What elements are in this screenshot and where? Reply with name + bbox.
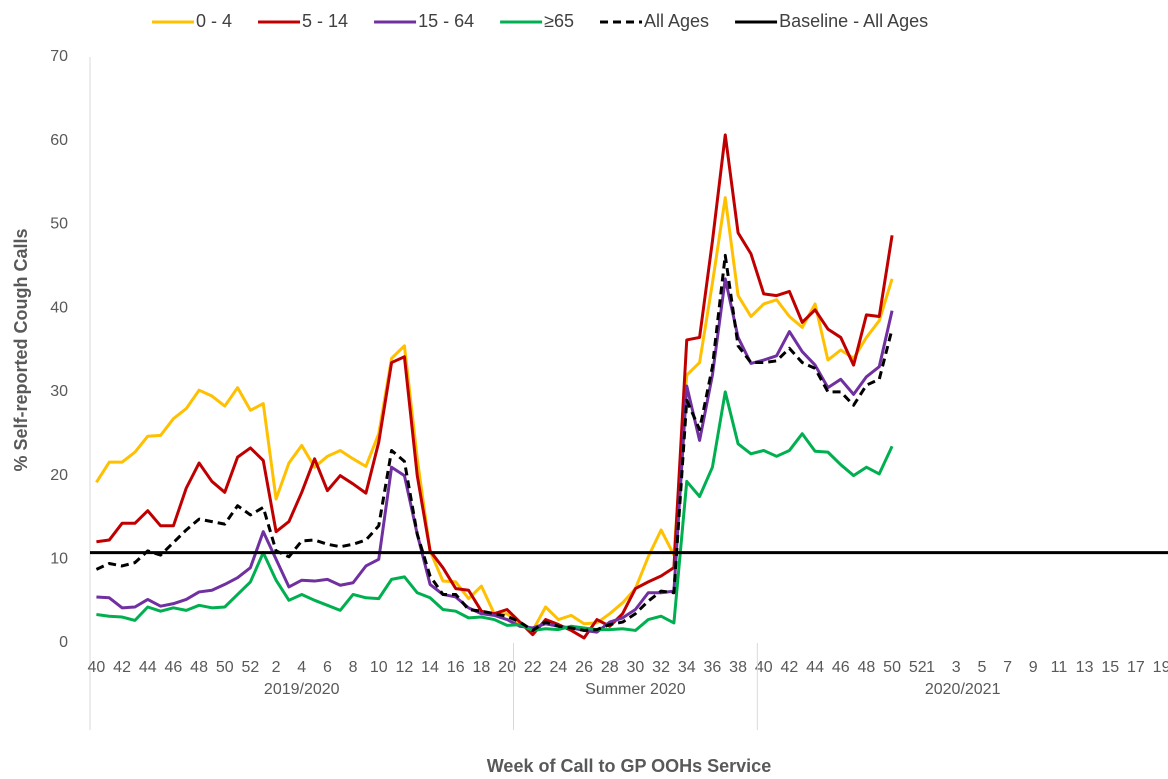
x-tick-label: 34 — [678, 659, 696, 676]
x-tick-label: 13 — [1076, 659, 1094, 676]
x-tick-label: 11 — [1051, 659, 1068, 676]
series-line — [95, 196, 894, 632]
x-tick-label: 44 — [806, 659, 824, 676]
x-tick-label: 6 — [323, 659, 332, 676]
series-line — [95, 253, 894, 632]
x-tick-label: 26 — [575, 659, 593, 676]
x-tick-label: 20 — [498, 659, 516, 676]
x-tick-label: 12 — [396, 659, 414, 676]
x-tick-label: 30 — [627, 659, 645, 676]
x-tick-label: 10 — [370, 659, 388, 676]
x-tick-label: 52 — [242, 659, 260, 676]
x-tick-label: 22 — [524, 659, 542, 676]
y-tick-label: 50 — [50, 216, 68, 233]
x-tick-label: 46 — [165, 659, 183, 676]
x-tick-label: 52 — [909, 659, 927, 676]
legend-label: 0 - 4 — [196, 11, 232, 31]
group-label: 2019/2020 — [264, 681, 340, 698]
y-tick-label: 10 — [50, 551, 68, 568]
x-tick-label: 7 — [1003, 659, 1012, 676]
group-label: 2020/2021 — [925, 681, 1001, 698]
x-tick-label: 44 — [139, 659, 157, 676]
x-tick-label: 36 — [704, 659, 722, 676]
legend-label: 5 - 14 — [302, 11, 348, 31]
legend-label: ≥65 — [544, 11, 574, 31]
legend-label: All Ages — [644, 11, 709, 31]
x-tick-label: 1 — [926, 659, 935, 676]
y-tick-label: 30 — [50, 383, 68, 400]
y-tick-label: 20 — [50, 467, 68, 484]
x-tick-label: 40 — [88, 659, 106, 676]
x-tick-label: 38 — [729, 659, 747, 676]
legend-label: 15 - 64 — [418, 11, 474, 31]
y-tick-label: 40 — [50, 299, 68, 316]
x-tick-label: 50 — [883, 659, 901, 676]
x-tick-label: 24 — [550, 659, 568, 676]
x-tick-label: 8 — [349, 659, 358, 676]
x-tick-label: 19 — [1153, 659, 1168, 676]
x-tick-label: 14 — [421, 659, 439, 676]
x-tick-label: 2 — [272, 659, 281, 676]
x-tick-label: 18 — [473, 659, 491, 676]
x-tick-label: 32 — [652, 659, 670, 676]
x-tick-label: 4 — [297, 659, 306, 676]
x-tick-label: 48 — [190, 659, 208, 676]
y-axis-title: % Self-reported Cough Calls — [11, 228, 31, 471]
x-tick-label: 17 — [1127, 659, 1145, 676]
series-line — [96, 390, 894, 632]
x-tick-label: 42 — [113, 659, 131, 676]
y-tick-label: 0 — [59, 634, 68, 651]
x-axis-title: Week of Call to GP OOHs Service — [487, 756, 771, 776]
y-tick-label: 70 — [50, 48, 68, 65]
x-tick-label: 46 — [832, 659, 850, 676]
y-tick-label: 60 — [50, 132, 68, 149]
x-tick-label: 3 — [952, 659, 961, 676]
legend-label: Baseline - All Ages — [779, 11, 928, 31]
x-tick-label: 48 — [858, 659, 876, 676]
x-tick-label: 50 — [216, 659, 234, 676]
group-label: Summer 2020 — [585, 681, 686, 698]
series-line — [96, 133, 894, 640]
x-tick-label: 42 — [781, 659, 799, 676]
x-tick-label: 5 — [977, 659, 986, 676]
x-tick-label: 40 — [755, 659, 773, 676]
x-tick-label: 28 — [601, 659, 619, 676]
x-tick-label: 16 — [447, 659, 465, 676]
x-tick-label: 9 — [1029, 659, 1038, 676]
x-tick-label: 15 — [1101, 659, 1119, 676]
